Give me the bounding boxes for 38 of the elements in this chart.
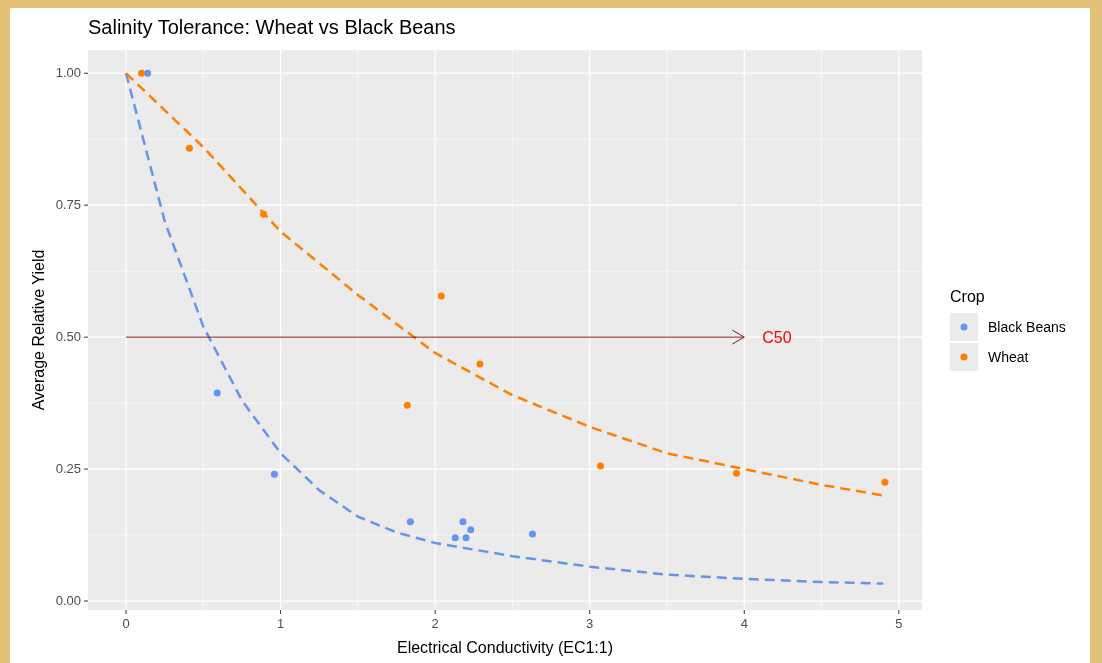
legend-title: Crop [950,288,985,305]
x-tick-label: 5 [895,616,903,631]
y-tick-label: 0.25 [55,461,81,477]
x-tick-label: 1 [276,616,285,631]
point [185,144,193,152]
x-tick-label: 2 [431,616,439,631]
legend-label: Black Beans [988,319,1066,335]
point [597,462,605,470]
point [260,210,268,218]
point [881,478,889,486]
y-axis-title: Average Relative Yield [30,249,47,411]
chart-title: Salinity Tolerance: Wheat vs Black Beans [88,16,456,38]
x-axis-title: Electrical Conductivity (EC1:1) [396,639,614,656]
line-series [124,71,885,497]
legend-label: Wheat [988,349,1029,365]
point [144,69,152,77]
point [437,292,445,300]
point [462,534,470,542]
point [451,534,459,542]
point [459,518,467,526]
point [467,526,475,534]
y-tick-label: 0.50 [55,329,81,345]
point [213,389,221,397]
y-tick-label: 1.00 [55,65,81,81]
point [270,470,278,478]
x-tick-label: 3 [586,616,594,631]
point [403,401,411,409]
point [733,469,741,477]
line-series [124,71,885,585]
point [476,360,484,368]
ref-line-label: C50 [762,329,792,347]
x-tick-label: 4 [740,616,748,631]
y-tick-label: 0.75 [55,197,81,213]
x-tick-label: 0 [122,616,130,631]
point [529,530,537,538]
point [406,518,414,526]
point [137,69,145,77]
y-tick-label: 0.00 [55,593,81,609]
